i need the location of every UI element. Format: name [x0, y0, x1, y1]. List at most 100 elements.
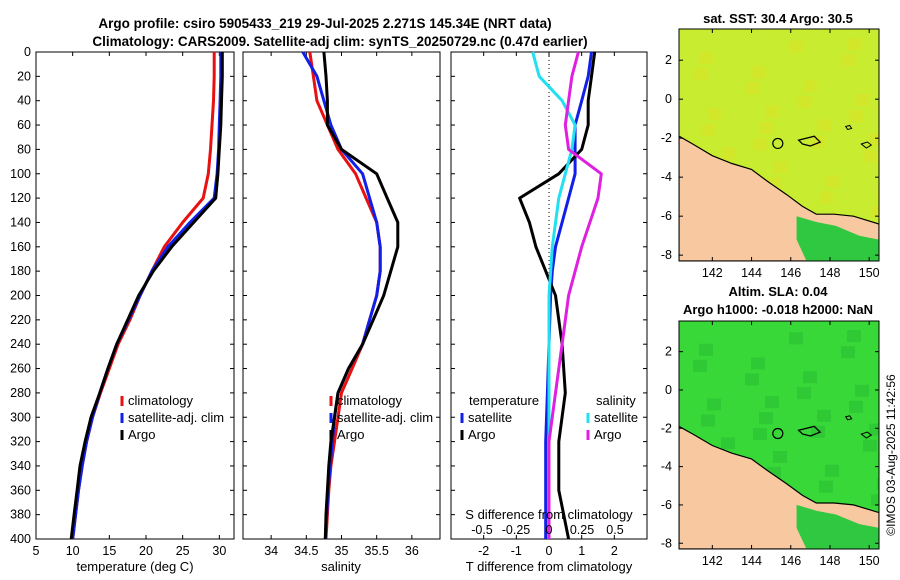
map-x-tick-label: 142: [702, 266, 723, 280]
legend-label: satellite-adj. clim: [337, 410, 433, 425]
sea-texture: [817, 409, 831, 422]
sea-texture: [679, 261, 693, 273]
sea-texture: [751, 66, 765, 79]
y-tick-label: 20: [17, 69, 31, 83]
island-small: [844, 415, 853, 421]
legend-label: satellite: [468, 410, 512, 425]
sea-texture: [765, 396, 779, 409]
x-tick-label: 1: [578, 544, 585, 558]
y-tick-label: 340: [10, 459, 31, 473]
legend-title: salinity: [596, 393, 636, 408]
map-y-tick-label: 0: [665, 92, 672, 106]
sea-texture: [745, 82, 759, 95]
island-manus: [797, 425, 822, 437]
sea-texture: [825, 464, 839, 477]
map-y-tick-label: -4: [661, 460, 672, 474]
sea-texture: [817, 119, 831, 132]
figure-title-line1: Argo profile: csiro 5905433_219 29-Jul-2…: [98, 16, 551, 31]
sea-texture: [847, 330, 861, 343]
sea-texture: [819, 191, 833, 204]
coastal-sea: [796, 504, 879, 549]
sea-texture: [871, 494, 879, 507]
x-tick-label: 25: [176, 544, 190, 558]
y-tick-label: 300: [10, 410, 31, 424]
x-tick-label: 35.5: [365, 544, 389, 558]
y-tick-label: 60: [17, 118, 31, 132]
x-tick-label: 5: [33, 544, 40, 558]
island-small: [844, 124, 853, 131]
x-tick-label: 34: [264, 544, 278, 558]
y-tick-label: 40: [17, 94, 31, 108]
x-tick-label: 36: [405, 544, 419, 558]
map-y-tick-label: -2: [661, 131, 672, 145]
y-tick-label: 100: [10, 167, 31, 181]
sea-texture: [707, 107, 721, 120]
series-line-temperature-satellite: [544, 51, 593, 539]
island-manus: [797, 135, 822, 147]
sat-sst-map-field: [679, 29, 879, 273]
x-tick-label: 20: [139, 544, 153, 558]
temperature-plot-frame: [35, 51, 235, 540]
y-tick-label: 400: [10, 532, 31, 546]
sea-texture: [855, 93, 869, 106]
y-tick-label: 120: [10, 191, 31, 205]
x-tick-label: 30: [212, 544, 226, 558]
salinity-plot-frame: [242, 51, 441, 540]
map-x-tick-label: 142: [702, 554, 723, 568]
map-x-tick-label: 148: [820, 266, 841, 280]
map-x-tick-label: 148: [820, 554, 841, 568]
sea-texture: [693, 68, 707, 81]
sea-texture: [847, 38, 861, 51]
map-x-tick-label: 146: [780, 266, 801, 280]
x-tick-label: 10: [66, 544, 80, 558]
sea-texture: [869, 423, 879, 436]
sea-texture: [701, 414, 715, 427]
x-tick-label: 34.5: [294, 544, 318, 558]
series-line-salinity-satellite: [531, 51, 577, 539]
sla-map-title: Altim. SLA: 0.04: [729, 284, 829, 299]
sea-texture: [759, 412, 773, 425]
sea-texture: [753, 138, 767, 151]
island-small: [860, 431, 873, 439]
sea-texture: [841, 54, 855, 67]
sla-map-panel: 142 144 146 148 150 2 0 -2 -4 -6 -8: [661, 320, 880, 568]
map-x-tick-label: 144: [741, 266, 762, 280]
sea-texture: [753, 428, 767, 441]
y-tick-label: 380: [10, 508, 31, 522]
map-x-tick-label: 146: [780, 554, 801, 568]
imos-timestamp-watermark: ©IMOS 03-Aug-2025 11:42:56: [884, 374, 898, 536]
salinity-xlabel: salinity: [321, 559, 361, 574]
map-x-tick-label: 144: [741, 554, 762, 568]
temperature-xlabel: temperature (deg C): [76, 559, 193, 574]
y-tick-label: 200: [10, 289, 31, 303]
map-x-tick-label: 150: [859, 266, 880, 280]
sea-texture: [765, 105, 779, 118]
sea-texture: [699, 343, 713, 356]
salinity-profile-panel: 34 34.5 35 35.5 36 climatology satellite-adj. …: [242, 51, 441, 558]
difference-x2label: S difference from climatology: [465, 507, 633, 522]
sea-texture: [751, 357, 765, 370]
y-tick-label: 320: [10, 435, 31, 449]
sea-texture: [797, 96, 811, 109]
x2-tick-label: -0.5: [471, 523, 493, 537]
sea-texture: [773, 450, 787, 463]
legend-label: Argo: [128, 427, 155, 442]
x2-tick-label: -0.25: [502, 523, 531, 537]
sea-texture: [721, 437, 735, 450]
sea-texture: [745, 373, 759, 386]
sea-texture: [849, 400, 863, 413]
y-tick-label: 360: [10, 483, 31, 497]
map-y-tick-label: -6: [661, 209, 672, 223]
sea-texture: [825, 175, 839, 188]
series-line-argo: [69, 52, 224, 540]
y-tick-label: 240: [10, 337, 31, 351]
series-line-argo: [322, 51, 400, 540]
figure-title-line2: Climatology: CARS2009. Satellite-adj cli…: [92, 34, 587, 49]
sea-texture: [707, 398, 721, 411]
map-y-tick-label: -8: [661, 248, 672, 262]
map-y-tick-label: -6: [661, 498, 672, 512]
legend-label: satellite-adj. clim: [128, 410, 224, 425]
y-tick-label: 260: [10, 362, 31, 376]
legend-label: Argo: [337, 427, 364, 442]
map-x-tick-label: 150: [859, 554, 880, 568]
